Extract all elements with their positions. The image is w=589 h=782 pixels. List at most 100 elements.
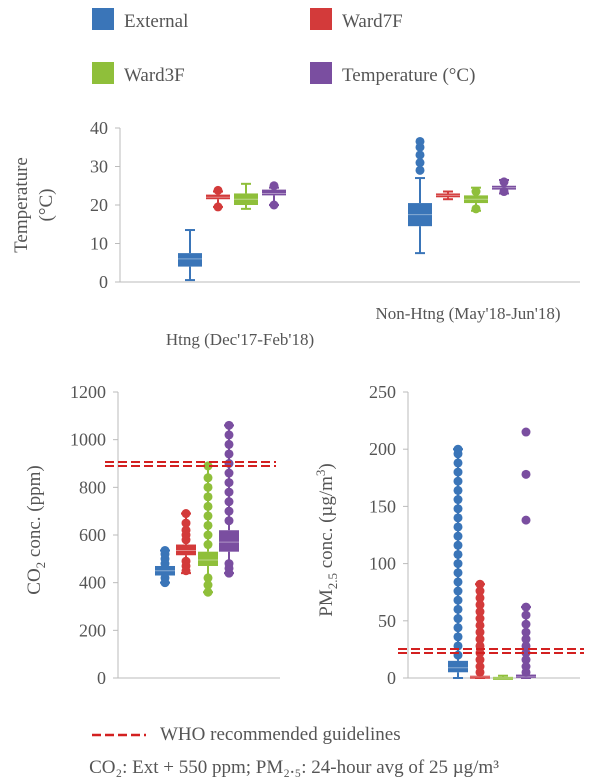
pm25-ward3f-box — [493, 676, 513, 680]
pm25-external-outlier — [453, 623, 463, 633]
co2-y-tick-label: 1200 — [70, 382, 106, 402]
footer-note: CO₂: Ext + 550 ppm; PM₂.₅: 24-hour avg o… — [89, 757, 499, 778]
pm25-temperature-outlier — [521, 662, 531, 672]
co2-ward3f-box — [198, 551, 218, 566]
co2-ward3f-outlier — [203, 473, 213, 483]
legend-item-ward7f: Ward7F — [310, 8, 403, 32]
temp-ward7f-outlier — [213, 185, 223, 195]
pm25-ward7f-outlier — [475, 634, 485, 644]
pm25-external-outlier — [453, 531, 463, 541]
pm25-external-outlier — [453, 522, 463, 532]
temp-external-outlier — [415, 136, 425, 146]
pm25-external-outlier — [453, 614, 463, 624]
pm25-temperature-outlier — [521, 469, 531, 479]
co2-external-outlier — [160, 573, 170, 583]
footer: WHO recommended guidelines CO₂: Ext + 55… — [89, 724, 499, 778]
co2-ward3f-outlier — [203, 587, 213, 597]
co2-temperature-outlier — [224, 487, 234, 497]
co2-ward3f-outlier — [203, 540, 213, 550]
pm25-temperature-outlier — [521, 619, 531, 629]
legend-label-external: External — [124, 11, 188, 32]
pm25-external-outlier — [453, 586, 463, 596]
pm25-y-tick-label: 150 — [369, 496, 396, 516]
co2-chart: CO2 conc. (ppm) 0 200 400 600 800 1000 1200 — [24, 382, 280, 688]
pm25-ward7f-outlier — [475, 579, 485, 589]
legend-label-temperature: Temperature (°C) — [342, 65, 475, 86]
co2-external-outlier — [160, 545, 170, 555]
temp-external-box — [408, 203, 432, 227]
pm25-external-box — [448, 660, 468, 673]
temp-ylabel: Temperature — [11, 157, 32, 253]
legend-item-ward3f: Ward3F — [92, 62, 185, 86]
temp-ward3f-outlier — [471, 187, 481, 197]
pm25-ward7f-outlier — [475, 614, 485, 624]
legend-item-temperature: Temperature (°C) — [310, 62, 475, 86]
pm25-y-tick-label: 100 — [369, 554, 396, 574]
pm25-ward7f-outlier — [475, 607, 485, 617]
legend: External Ward7F Ward3F Temperature (°C) — [92, 8, 475, 86]
co2-y-tick-label: 200 — [79, 620, 106, 640]
pm25-external-outlier — [453, 485, 463, 495]
co2-y-tick-label: 400 — [79, 573, 106, 593]
pm25-temperature-outlier — [521, 427, 531, 437]
pm25-chart: PM2.5 conc. (µg/m3) 0 50 100 150 200 250 — [313, 382, 584, 688]
pm25-external-outlier — [453, 632, 463, 642]
pm25-temperature-outlier — [521, 627, 531, 637]
legend-label-ward3f: Ward3F — [124, 65, 185, 86]
temp-y-tick-label: 30 — [90, 157, 108, 177]
temp-category-label-nonhtng: Non-Htng (May'18-Jun'18) — [375, 304, 560, 323]
pm25-ylabel: PM2.5 conc. (µg/m3) — [313, 463, 340, 617]
pm25-external-outlier — [453, 476, 463, 486]
co2-temperature-outlier — [224, 420, 234, 430]
temp-temperature-outlier — [499, 177, 509, 187]
co2-temperature-outlier — [224, 478, 234, 488]
pm25-external-outlier — [453, 513, 463, 523]
co2-temperature-outlier — [224, 430, 234, 440]
co2-temperature-box — [219, 530, 239, 552]
legend-swatch-external — [92, 8, 114, 30]
temp-y-tick-label: 10 — [90, 234, 108, 254]
pm25-y-tick-label: 200 — [369, 439, 396, 459]
pm25-y-tick-label: 250 — [369, 382, 396, 402]
co2-ward3f-outlier — [203, 573, 213, 583]
co2-y-tick-label: 600 — [79, 525, 106, 545]
co2-ward3f-outlier — [203, 580, 213, 590]
co2-ward7f-box — [176, 544, 196, 556]
temp-ward3f-box — [464, 195, 488, 204]
temp-external-outlier — [415, 150, 425, 160]
co2-temperature-outlier — [224, 516, 234, 526]
pm25-external-outlier — [453, 504, 463, 514]
temp-external-outlier — [415, 165, 425, 175]
co2-external-box — [155, 565, 175, 576]
pm25-temperature-outlier — [521, 655, 531, 665]
temp-y-tick-label: 0 — [99, 272, 108, 292]
temp-temperature-outlier — [499, 187, 509, 197]
pm25-external-outlier — [453, 568, 463, 578]
pm25-y-tick-label: 0 — [387, 668, 396, 688]
co2-ward3f-outlier — [203, 511, 213, 521]
pm25-temperature-outlier — [521, 602, 531, 612]
temp-temperature-outlier — [269, 200, 279, 210]
temp-external-outlier — [415, 158, 425, 168]
pm25-ward7f-outlier — [475, 655, 485, 665]
pm25-external-outlier — [453, 444, 463, 454]
guideline-legend-label: WHO recommended guidelines — [160, 724, 401, 745]
pm25-external-outlier — [453, 467, 463, 477]
co2-y-tick-label: 0 — [97, 668, 106, 688]
temp-temperature-outlier — [269, 181, 279, 191]
co2-ward7f-outlier — [181, 556, 191, 566]
co2-temperature-outlier — [224, 468, 234, 478]
temp-y-tick-label: 20 — [90, 195, 108, 215]
pm25-ward7f-outlier — [475, 620, 485, 630]
temp-ward3f-outlier — [471, 204, 481, 214]
pm25-external-outlier — [453, 540, 463, 550]
temp-temperature-box — [262, 189, 286, 196]
temperature-chart: Temperature (°C) Htng (Dec'17-Feb'18) No… — [11, 118, 580, 349]
co2-ward3f-outlier — [203, 492, 213, 502]
co2-temperature-outlier — [224, 497, 234, 507]
co2-ward7f-outlier — [181, 518, 191, 528]
legend-swatch-ward3f — [92, 62, 114, 84]
temp-ylabel-unit: (°C) — [36, 189, 57, 222]
pm25-external-outlier — [453, 559, 463, 569]
